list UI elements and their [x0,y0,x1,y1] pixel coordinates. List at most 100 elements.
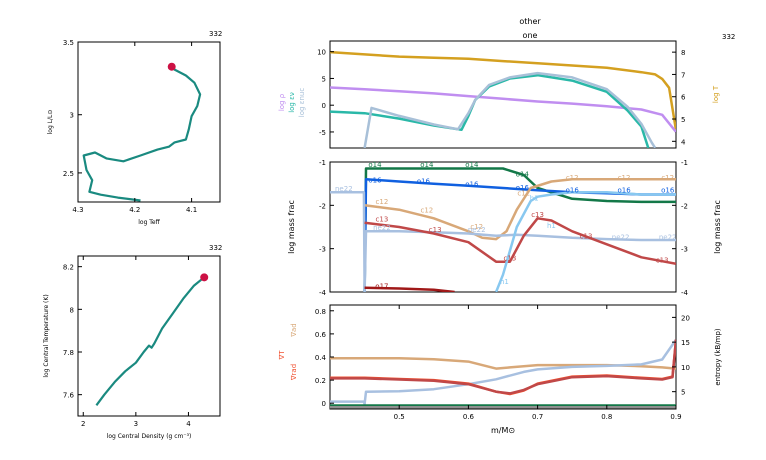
hr-series-0 [82,65,202,202]
mid-line-label: ne22 [468,226,486,234]
mid-ytick-label: -3 [319,246,326,254]
bot-xtick-label: 0.8 [601,413,612,421]
hr-xtick-label: 4.3 [72,206,83,214]
mid-line-label: o14 [420,161,434,169]
mid-series-o14 [363,167,676,292]
central-ytick-label: 8.2 [63,264,74,272]
bot-ytick-label: 0.2 [315,377,326,385]
central-ytick-label: 7.6 [63,392,75,400]
mid-series-c13 [364,217,676,266]
hr-xtick-label: 4.1 [186,206,197,214]
top-ytick-right-label: 6 [681,94,686,102]
top-right-label: log T [712,85,720,103]
mid-line-label: c13 [429,226,442,234]
bot-xtick-label: 0.7 [532,413,543,421]
mid-ytick-label: -2 [319,202,326,210]
mid-ytick-right-label: -4 [681,289,689,297]
bot-ytick-label: 0 [322,400,326,408]
hr-xtick-label: 4.2 [129,206,140,214]
mid-line-label: h1 [530,195,539,203]
mid-series-o17 [364,286,455,292]
bot-ytick-label: 0.4 [315,354,327,362]
mid-ytick-right-label: -3 [681,246,688,254]
bot-xlabel: m/M⊙ [491,426,515,435]
mid-line-label: o14 [368,161,382,169]
mid-series-c12 [364,178,676,241]
top-series-log-T [330,50,676,131]
mid-line-label: ne22 [335,185,353,193]
bot-left-label: ∇ad [290,323,298,337]
top-series-log-nuc [363,71,657,148]
bot-xtick-label: 0.9 [670,413,681,421]
mid-line-label: c13 [376,215,389,223]
hr-ytick-label: 3.5 [63,39,74,47]
top-ytick-right-label: 5 [681,116,685,124]
mid-line-label: o16 [617,186,631,194]
top-ytick-right-label: 8 [681,49,685,57]
central-series-0 [95,276,205,406]
mid-line-label: c13 [531,211,544,219]
bot-ytick-right-label: 5 [681,389,685,397]
hr-model-number: 332 [209,30,222,38]
hr-ytick-label: 3 [70,112,74,120]
bot-ytick-label: 0.6 [315,331,327,339]
top-left-label: log ρ [278,93,286,111]
mid-ylabel-right: log mass frac [713,200,722,254]
mid-line-label: c12 [566,174,579,182]
mid-line-label: o16 [368,176,382,184]
bot-left-label: ∇T [278,350,286,361]
mid-frame [329,161,677,293]
mid-line-label: o16 [516,184,530,192]
top-ytick-label: -5 [319,129,326,137]
mid-line-label: h1 [500,278,509,286]
mid-series-ne22 [330,191,676,292]
bot-ytick-right-label: 20 [681,314,690,322]
header-subtitle: one [523,31,538,40]
header-title: other [519,17,541,26]
central-xtick-label: 4 [186,420,191,428]
mid-line-label: o14 [516,171,530,179]
top-left-label: log εnuc [298,88,306,118]
bot-left-label: ∇rad [290,364,298,381]
top-series-log- [330,86,676,133]
mid-line-label: o17 [375,283,388,291]
bot-series-entropy [330,338,676,406]
bot-xtick-label: 0.5 [394,413,405,421]
chart-layer: 4.3 4.2 4.1 2.5 3 3.5 log Teff log L/L⊙ 2 3 4 7.6 7.… [43,39,722,440]
top-left-label: log εν [288,92,296,113]
mid-line-label: c12 [618,174,631,182]
top-ytick-right-label: 4 [681,138,686,146]
bot-ytick-right-label: 15 [681,339,690,347]
mid-line-label: ne22 [612,234,630,242]
top-ytick-label: 0 [322,102,326,110]
mid-line-label: c13 [504,254,517,262]
mid-line-label: o16 [417,178,431,186]
mid-line-label: ne22 [373,224,391,232]
bot-xtick-label: 0.6 [463,413,475,421]
mid-line-label: c12 [420,207,433,215]
top-ytick-label: 10 [317,49,326,57]
mid-ylabel: log mass frac [287,200,296,254]
central-ytick-label: 7.8 [63,349,74,357]
central-xlabel: log Central Density (g cm⁻³) [107,433,192,440]
top-ytick-right-label: 7 [681,71,685,79]
mid-line-label: o14 [465,161,479,169]
mid-line-label: c13 [580,233,593,241]
mid-line-label: c12 [376,198,389,206]
hr-current-marker [167,62,176,71]
mid-ytick-right-label: -2 [681,202,688,210]
central-current-marker [200,273,209,282]
top-model-number: 332 [722,33,735,41]
hr-ytick-label: 2.5 [63,170,74,178]
central-model-number: 332 [209,244,222,252]
mid-ytick-right-label: -1 [681,159,688,167]
mid-line-label: o16 [465,181,479,189]
bot-series--T [330,339,676,395]
bot-ytick-right-label: 10 [681,364,690,372]
central-xtick-label: 2 [81,420,85,428]
mid-series-h1 [494,191,676,292]
central-xtick-label: 3 [134,420,138,428]
hr-frame [77,41,221,203]
mid-line-label: o16 [566,186,580,194]
